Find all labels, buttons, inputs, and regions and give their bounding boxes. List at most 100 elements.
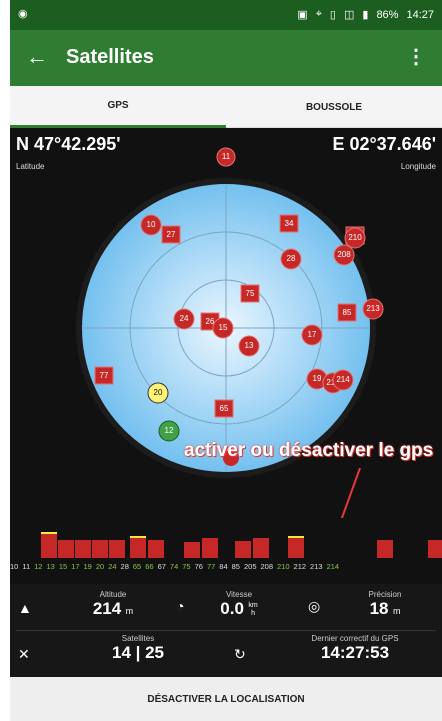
longitude-value: E 02°37.646' [332, 134, 436, 154]
axis-tick: 213 [310, 562, 323, 571]
gps-stats-panel: ▲ Altitude 214 m ◔ Vitesse 0.0 km h ◎ Pré… [10, 584, 442, 677]
page-title: Satellites [66, 46, 154, 68]
axis-tick: 15 [58, 562, 68, 571]
axis-tick: 210 [277, 562, 290, 571]
axis-tick: 67 [157, 562, 166, 571]
satellite-marker: 34 [279, 214, 299, 233]
location-icon: ⌖ [315, 8, 322, 20]
axis-tick: 85 [231, 562, 240, 571]
precision-cell: Précision 18 m [330, 590, 440, 619]
signal-bar-chart [10, 520, 442, 558]
signal-bar [253, 538, 269, 558]
status-bar: ◉ ▣ ⌖ ▯ ◫ ▮ 86% 14:27 [10, 0, 442, 30]
disable-location-button[interactable]: DÉSACTIVER LA LOCALISATION [10, 677, 442, 721]
satellite-label: 208 [337, 250, 351, 259]
satellite-marker: 27 [161, 225, 181, 244]
signal-bar [109, 540, 125, 558]
satellite-label: 210 [348, 233, 362, 242]
speed-value: 0.0 [220, 599, 244, 618]
satellite-label: 13 [245, 341, 254, 350]
satellite-marker: 65 [214, 399, 234, 418]
signal-bar [148, 540, 164, 558]
satellite-marker: 10 [140, 214, 162, 236]
axis-tick: 28 [120, 562, 129, 571]
satellite-id-axis: 10 11 12 13 15 17 19 20 24 28 65 66 67 74 75 76 77 84 85 20… [10, 562, 442, 576]
cast-icon: ▣ [297, 9, 308, 21]
satellite-marker: 77 [94, 366, 114, 385]
battery-icon: ▮ [362, 9, 369, 21]
axis-tick: 205 [243, 562, 257, 571]
fix-label: Dernier correctif du GPS [311, 634, 399, 643]
satellite-marker: 28 [280, 248, 302, 270]
tab-boussole[interactable]: BOUSSOLE [305, 101, 363, 113]
satellite-marker: 12 [158, 420, 180, 442]
more-options-icon[interactable]: ⋮ [406, 46, 426, 68]
speed-cell: Vitesse 0.0 km h [194, 590, 284, 619]
satellites-value: 14 | 25 [111, 643, 165, 662]
precision-unit: m [392, 606, 401, 616]
axis-tick: 17 [71, 562, 80, 571]
status-time: 14:27 [406, 8, 434, 21]
satellite-marker: 17 [301, 324, 323, 346]
satellite-label: 26 [206, 317, 215, 326]
satellite-label: 10 [147, 220, 156, 229]
axis-tick: 75 [182, 562, 191, 571]
satellite-marker: 11 [216, 147, 236, 167]
signal-bar [288, 536, 304, 558]
altitude-label: Altitude [99, 590, 127, 599]
axis-tick: 208 [260, 562, 274, 571]
precision-value: 18 [369, 599, 389, 618]
satellite-label: 77 [100, 371, 109, 380]
satellite-icon: ✕ [18, 646, 30, 662]
signal-bar [377, 540, 393, 558]
satellite-label: 65 [220, 404, 229, 413]
satellite-marker: 214 [332, 369, 354, 391]
axis-tick: 11 [22, 562, 31, 571]
axis-tick: 212 [293, 562, 307, 571]
battery-percent: 86% [376, 8, 399, 21]
satellite-marker: 15 [212, 317, 234, 339]
signal-bar [41, 532, 57, 558]
latitude-label: Latitude [16, 162, 45, 171]
satellite-label: 24 [180, 314, 189, 323]
axis-tick: 19 [83, 562, 92, 571]
axis-tick: 76 [194, 562, 203, 571]
vibrate-icon: ▯ [329, 9, 336, 21]
axis-tick: 77 [206, 562, 216, 571]
satellite-marker: 75 [240, 284, 260, 303]
satellite-label: 34 [285, 219, 294, 228]
altitude-value: 214 [92, 599, 122, 618]
speed-label: Vitesse [225, 590, 253, 599]
tab-gps[interactable]: GPS [10, 86, 226, 128]
satellite-label: 85 [343, 308, 352, 317]
satellite-marker: 208 [333, 244, 355, 266]
signal-bar [75, 540, 91, 558]
satellite-marker: 213 [362, 298, 384, 320]
altitude-unit: m [125, 606, 134, 616]
signal-bar [235, 541, 251, 558]
satellite-label: 11 [222, 152, 231, 161]
axis-tick: 12 [34, 562, 43, 571]
axis-tick: 214 [326, 562, 340, 571]
satellite-marker: 210 [344, 226, 366, 249]
axis-tick: 10 [10, 562, 19, 571]
satellite-marker: 20 [147, 382, 169, 404]
mountain-icon: ▲ [18, 600, 32, 616]
signal-bar [130, 536, 146, 558]
camera-icon: ◉ [18, 8, 28, 20]
satellite-label: 19 [313, 374, 322, 383]
speed-unit-top: km [248, 601, 258, 609]
speedometer-icon: ◔ [176, 598, 185, 614]
satellite-marker-partial [223, 450, 239, 466]
satellites-label: Satellites [121, 634, 155, 643]
satellite-label: 27 [167, 230, 176, 239]
signal-bar [58, 540, 74, 558]
satellite-label: 12 [165, 426, 174, 435]
precision-label: Précision [368, 590, 402, 599]
signal-bar [92, 540, 108, 558]
back-arrow-icon[interactable]: ← [26, 44, 48, 69]
satellite-marker: 13 [238, 335, 260, 357]
axis-tick: 66 [145, 562, 154, 571]
satellite-marker: 24 [173, 308, 195, 330]
